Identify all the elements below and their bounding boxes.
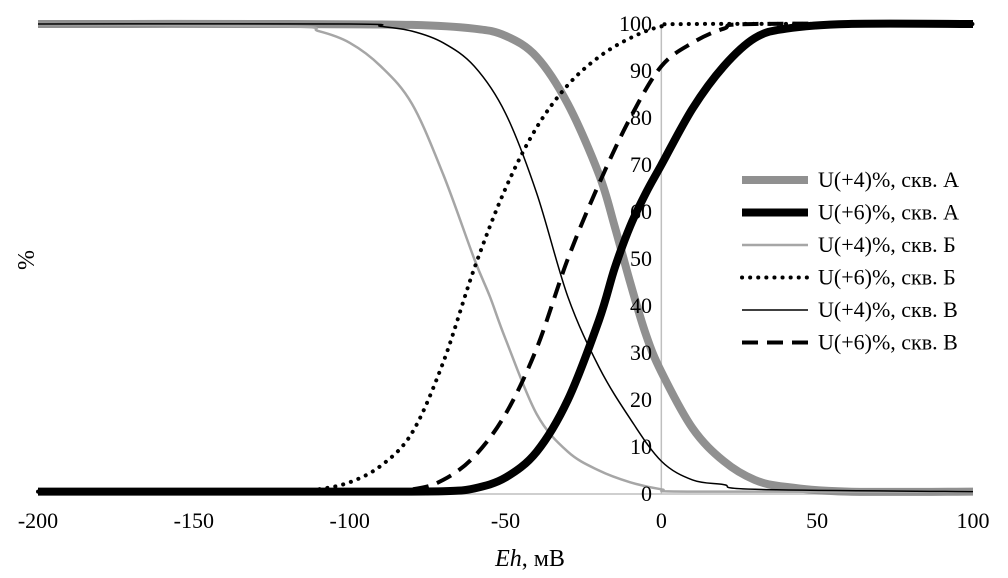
y-axis-label: % [14, 250, 40, 270]
x-axis-label-variable: Eh [494, 546, 522, 572]
x-axis-label: Eh, мВ [494, 546, 565, 572]
x-tick-label: -100 [330, 508, 370, 533]
y-tick-label: 90 [630, 58, 652, 83]
y-tick-label: 70 [630, 152, 652, 177]
x-tick-label: -150 [174, 508, 214, 533]
y-tick-label: 30 [630, 340, 652, 365]
y-tick-label: 50 [630, 246, 652, 271]
y-axis-ticks: 0 10 20 30 40 50 60 70 80 90 100 [619, 11, 652, 506]
y-tick-label: 100 [619, 11, 652, 36]
y-tick-label: 10 [630, 434, 652, 459]
y-tick-label: 40 [630, 293, 652, 318]
series-line-6 [37, 21, 974, 494]
series-line-4 [36, 21, 975, 494]
series-line-2 [37, 19, 974, 496]
x-tick-label: -50 [491, 508, 520, 533]
x-tick-label: 50 [806, 508, 828, 533]
legend-label-4: U(+6)%, скв. Б [818, 265, 956, 290]
x-tick-label: 100 [957, 508, 990, 533]
series-line-1 [37, 19, 974, 496]
legend-label-1: U(+4)%, скв. А [818, 167, 959, 192]
x-tick-label: -200 [18, 508, 58, 533]
legend-label-3: U(+4)%, скв. Б [818, 232, 956, 257]
legend: U(+4)%, скв. А U(+6)%, скв. А U(+4)%, скв.… [740, 167, 959, 355]
y-tick-label: 0 [641, 481, 652, 506]
series-line-5 [37, 23, 974, 493]
legend-label-6: U(+6)%, скв. В [818, 330, 958, 355]
legend-label-5: U(+4)%, скв. В [818, 297, 958, 322]
y-tick-label: 80 [630, 105, 652, 130]
x-axis-label-unit: , мВ [522, 546, 565, 572]
x-axis-ticks: -200 -150 -100 -50 0 50 100 [18, 508, 990, 533]
legend-label-2: U(+6)%, скв. А [818, 200, 959, 225]
y-tick-label: 60 [630, 199, 652, 224]
series-line-3 [37, 22, 974, 494]
x-tick-label: 0 [656, 508, 667, 533]
plot-area [36, 19, 975, 496]
y-tick-label: 20 [630, 387, 652, 412]
